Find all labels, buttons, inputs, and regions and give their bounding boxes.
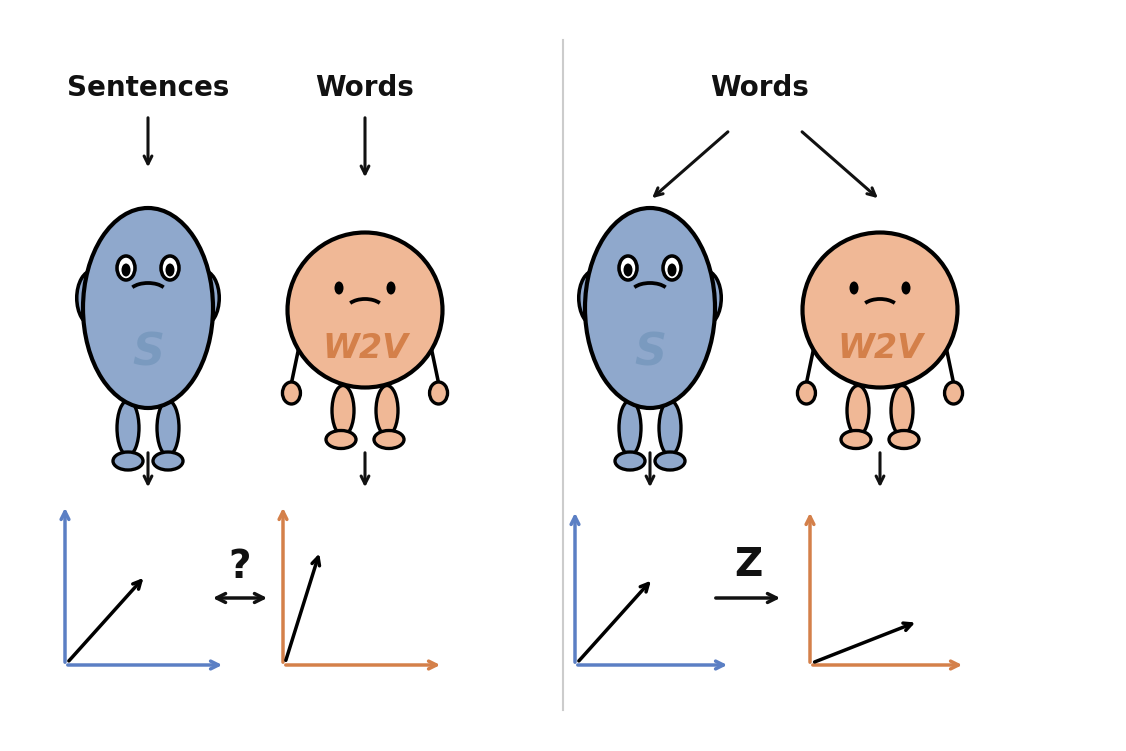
Ellipse shape [663, 256, 681, 280]
Ellipse shape [153, 452, 184, 470]
Ellipse shape [945, 382, 963, 404]
Ellipse shape [374, 430, 404, 448]
Ellipse shape [803, 233, 957, 388]
Ellipse shape [890, 430, 919, 448]
Ellipse shape [849, 282, 858, 294]
Ellipse shape [689, 270, 722, 325]
Ellipse shape [841, 430, 872, 448]
Ellipse shape [332, 385, 354, 436]
Ellipse shape [166, 264, 175, 276]
Ellipse shape [847, 385, 869, 436]
Ellipse shape [615, 452, 645, 470]
Ellipse shape [122, 264, 131, 276]
Text: Words: Words [711, 74, 810, 102]
Ellipse shape [117, 256, 135, 280]
Ellipse shape [334, 282, 343, 294]
Ellipse shape [77, 270, 109, 325]
Ellipse shape [659, 400, 681, 456]
Ellipse shape [619, 400, 641, 456]
Ellipse shape [113, 452, 143, 470]
Ellipse shape [157, 400, 179, 456]
Text: W2V: W2V [837, 331, 923, 364]
Ellipse shape [655, 452, 685, 470]
Ellipse shape [161, 256, 179, 280]
Ellipse shape [579, 270, 610, 325]
Ellipse shape [283, 382, 301, 404]
Text: S: S [634, 331, 665, 375]
Ellipse shape [797, 382, 815, 404]
Text: W2V: W2V [322, 331, 408, 364]
Ellipse shape [83, 208, 213, 408]
Ellipse shape [386, 282, 395, 294]
Text: ?: ? [229, 548, 251, 586]
Ellipse shape [187, 270, 220, 325]
Ellipse shape [891, 385, 913, 436]
Text: Words: Words [315, 74, 414, 102]
Ellipse shape [376, 385, 397, 436]
Ellipse shape [287, 233, 443, 388]
Ellipse shape [117, 400, 138, 456]
Ellipse shape [327, 430, 356, 448]
Ellipse shape [668, 264, 677, 276]
Ellipse shape [586, 208, 715, 408]
Ellipse shape [624, 264, 633, 276]
Text: Sentences: Sentences [66, 74, 230, 102]
Ellipse shape [429, 382, 447, 404]
Text: S: S [132, 331, 164, 375]
Text: Z: Z [734, 546, 762, 584]
Ellipse shape [902, 282, 911, 294]
Ellipse shape [619, 256, 637, 280]
